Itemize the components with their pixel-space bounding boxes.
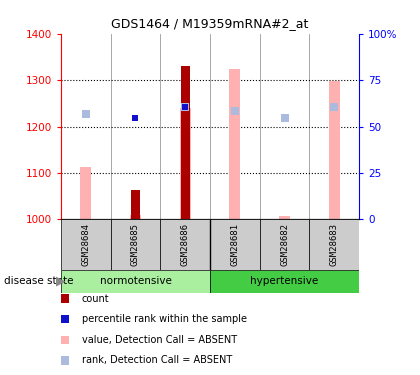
Bar xyxy=(181,66,189,219)
Text: GSM28685: GSM28685 xyxy=(131,223,140,266)
Bar xyxy=(260,219,310,270)
Text: rank, Detection Call = ABSENT: rank, Detection Call = ABSENT xyxy=(82,356,232,365)
Text: value, Detection Call = ABSENT: value, Detection Call = ABSENT xyxy=(82,335,237,345)
Text: disease state: disease state xyxy=(4,276,74,286)
Text: GSM28683: GSM28683 xyxy=(330,223,339,266)
Text: GSM28684: GSM28684 xyxy=(81,223,90,266)
Bar xyxy=(180,108,191,219)
Bar xyxy=(210,270,359,292)
Bar xyxy=(80,167,91,219)
Text: GDS1464 / M19359mRNA#2_at: GDS1464 / M19359mRNA#2_at xyxy=(111,17,309,30)
Bar xyxy=(61,270,210,292)
Text: GSM28682: GSM28682 xyxy=(280,223,289,266)
Bar xyxy=(279,216,290,219)
Bar xyxy=(329,81,340,219)
Text: GSM28686: GSM28686 xyxy=(181,223,190,266)
Bar xyxy=(110,219,160,270)
Bar xyxy=(229,69,240,219)
Text: GSM28681: GSM28681 xyxy=(230,223,239,266)
Bar xyxy=(160,219,210,270)
Bar xyxy=(130,215,141,219)
Text: normotensive: normotensive xyxy=(100,276,171,286)
Text: ▶: ▶ xyxy=(56,275,66,288)
Bar xyxy=(61,219,110,270)
Bar xyxy=(210,219,260,270)
Text: count: count xyxy=(82,294,110,303)
Text: hypertensive: hypertensive xyxy=(250,276,319,286)
Text: percentile rank within the sample: percentile rank within the sample xyxy=(82,314,247,324)
Bar xyxy=(131,190,140,219)
Bar xyxy=(310,219,359,270)
